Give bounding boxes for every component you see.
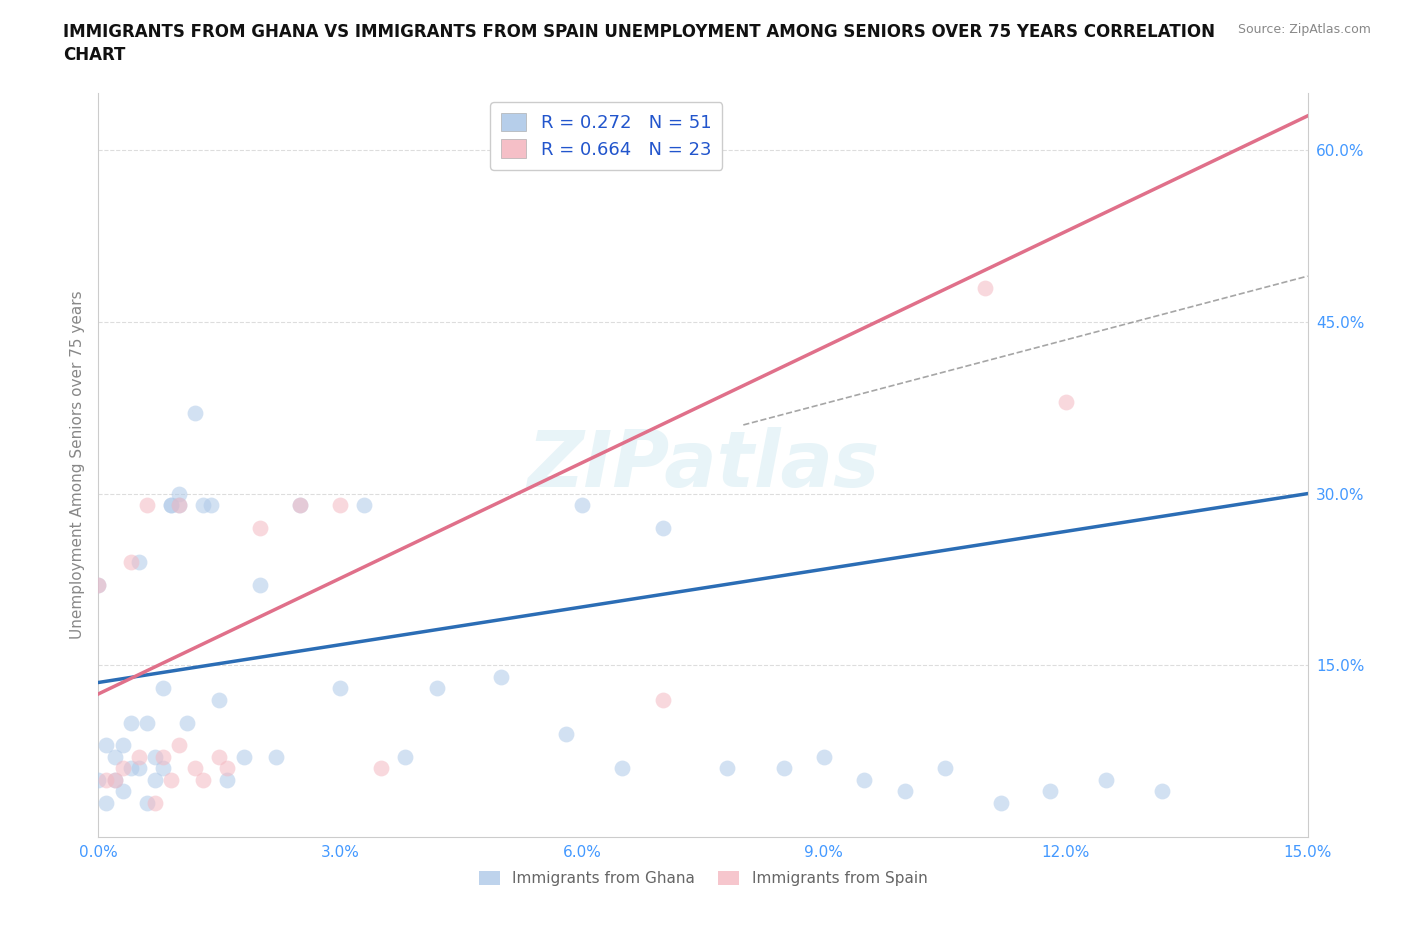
Point [491,670,513,684]
Point [96,738,118,753]
Point [120,555,142,570]
Point [128,750,150,764]
Point [160,772,183,787]
Point [990,795,1012,810]
Y-axis label: Unemployment Among Seniors over 75 years: Unemployment Among Seniors over 75 years [70,291,86,639]
Point [193,772,215,787]
Point [200,498,222,512]
Point [934,761,956,776]
Point [329,498,352,512]
Point [974,280,997,295]
Point [612,761,634,776]
Point [167,498,190,512]
Point [143,772,166,787]
Point [160,498,183,512]
Point [152,761,174,776]
Point [143,750,166,764]
Point [103,772,125,787]
Point [103,772,125,787]
Point [232,750,254,764]
Point [249,521,271,536]
Point [651,521,673,536]
Point [1039,784,1062,799]
Point [288,498,311,512]
Point [208,750,231,764]
Point [167,738,190,753]
Point [87,772,110,787]
Point [111,761,134,776]
Point [893,784,915,799]
Text: Source: ZipAtlas.com: Source: ZipAtlas.com [1237,23,1371,36]
Point [1054,394,1077,409]
Point [249,578,271,592]
Point [143,795,166,810]
Point [813,750,835,764]
Point [264,750,287,764]
Point [96,795,118,810]
Point [571,498,593,512]
Point [426,681,449,696]
Point [120,715,142,730]
Point [176,715,198,730]
Point [853,772,876,787]
Point [128,555,150,570]
Point [167,498,190,512]
Point [167,486,190,501]
Point [120,761,142,776]
Point [353,498,375,512]
Point [184,761,207,776]
Point [103,750,125,764]
Point [96,772,118,787]
Point [1095,772,1118,787]
Point [111,738,134,753]
Point [394,750,416,764]
Point [87,578,110,592]
Point [87,578,110,592]
Point [217,761,239,776]
Point [329,681,352,696]
Point [716,761,738,776]
Point [135,795,157,810]
Point [651,692,673,707]
Point [772,761,794,776]
Point [217,772,239,787]
Point [135,498,157,512]
Point [208,692,231,707]
Point [111,784,134,799]
Point [128,761,150,776]
Point [288,498,311,512]
Point [135,715,157,730]
Text: CHART: CHART [63,46,125,64]
Text: ZIPatlas: ZIPatlas [527,427,879,503]
Point [193,498,215,512]
Point [152,750,174,764]
Point [184,406,207,421]
Point [160,498,183,512]
Point [152,681,174,696]
Legend: Immigrants from Ghana, Immigrants from Spain: Immigrants from Ghana, Immigrants from S… [472,865,934,893]
Point [555,726,578,741]
Text: IMMIGRANTS FROM GHANA VS IMMIGRANTS FROM SPAIN UNEMPLOYMENT AMONG SENIORS OVER 7: IMMIGRANTS FROM GHANA VS IMMIGRANTS FROM… [63,23,1215,41]
Point [370,761,392,776]
Point [1152,784,1174,799]
